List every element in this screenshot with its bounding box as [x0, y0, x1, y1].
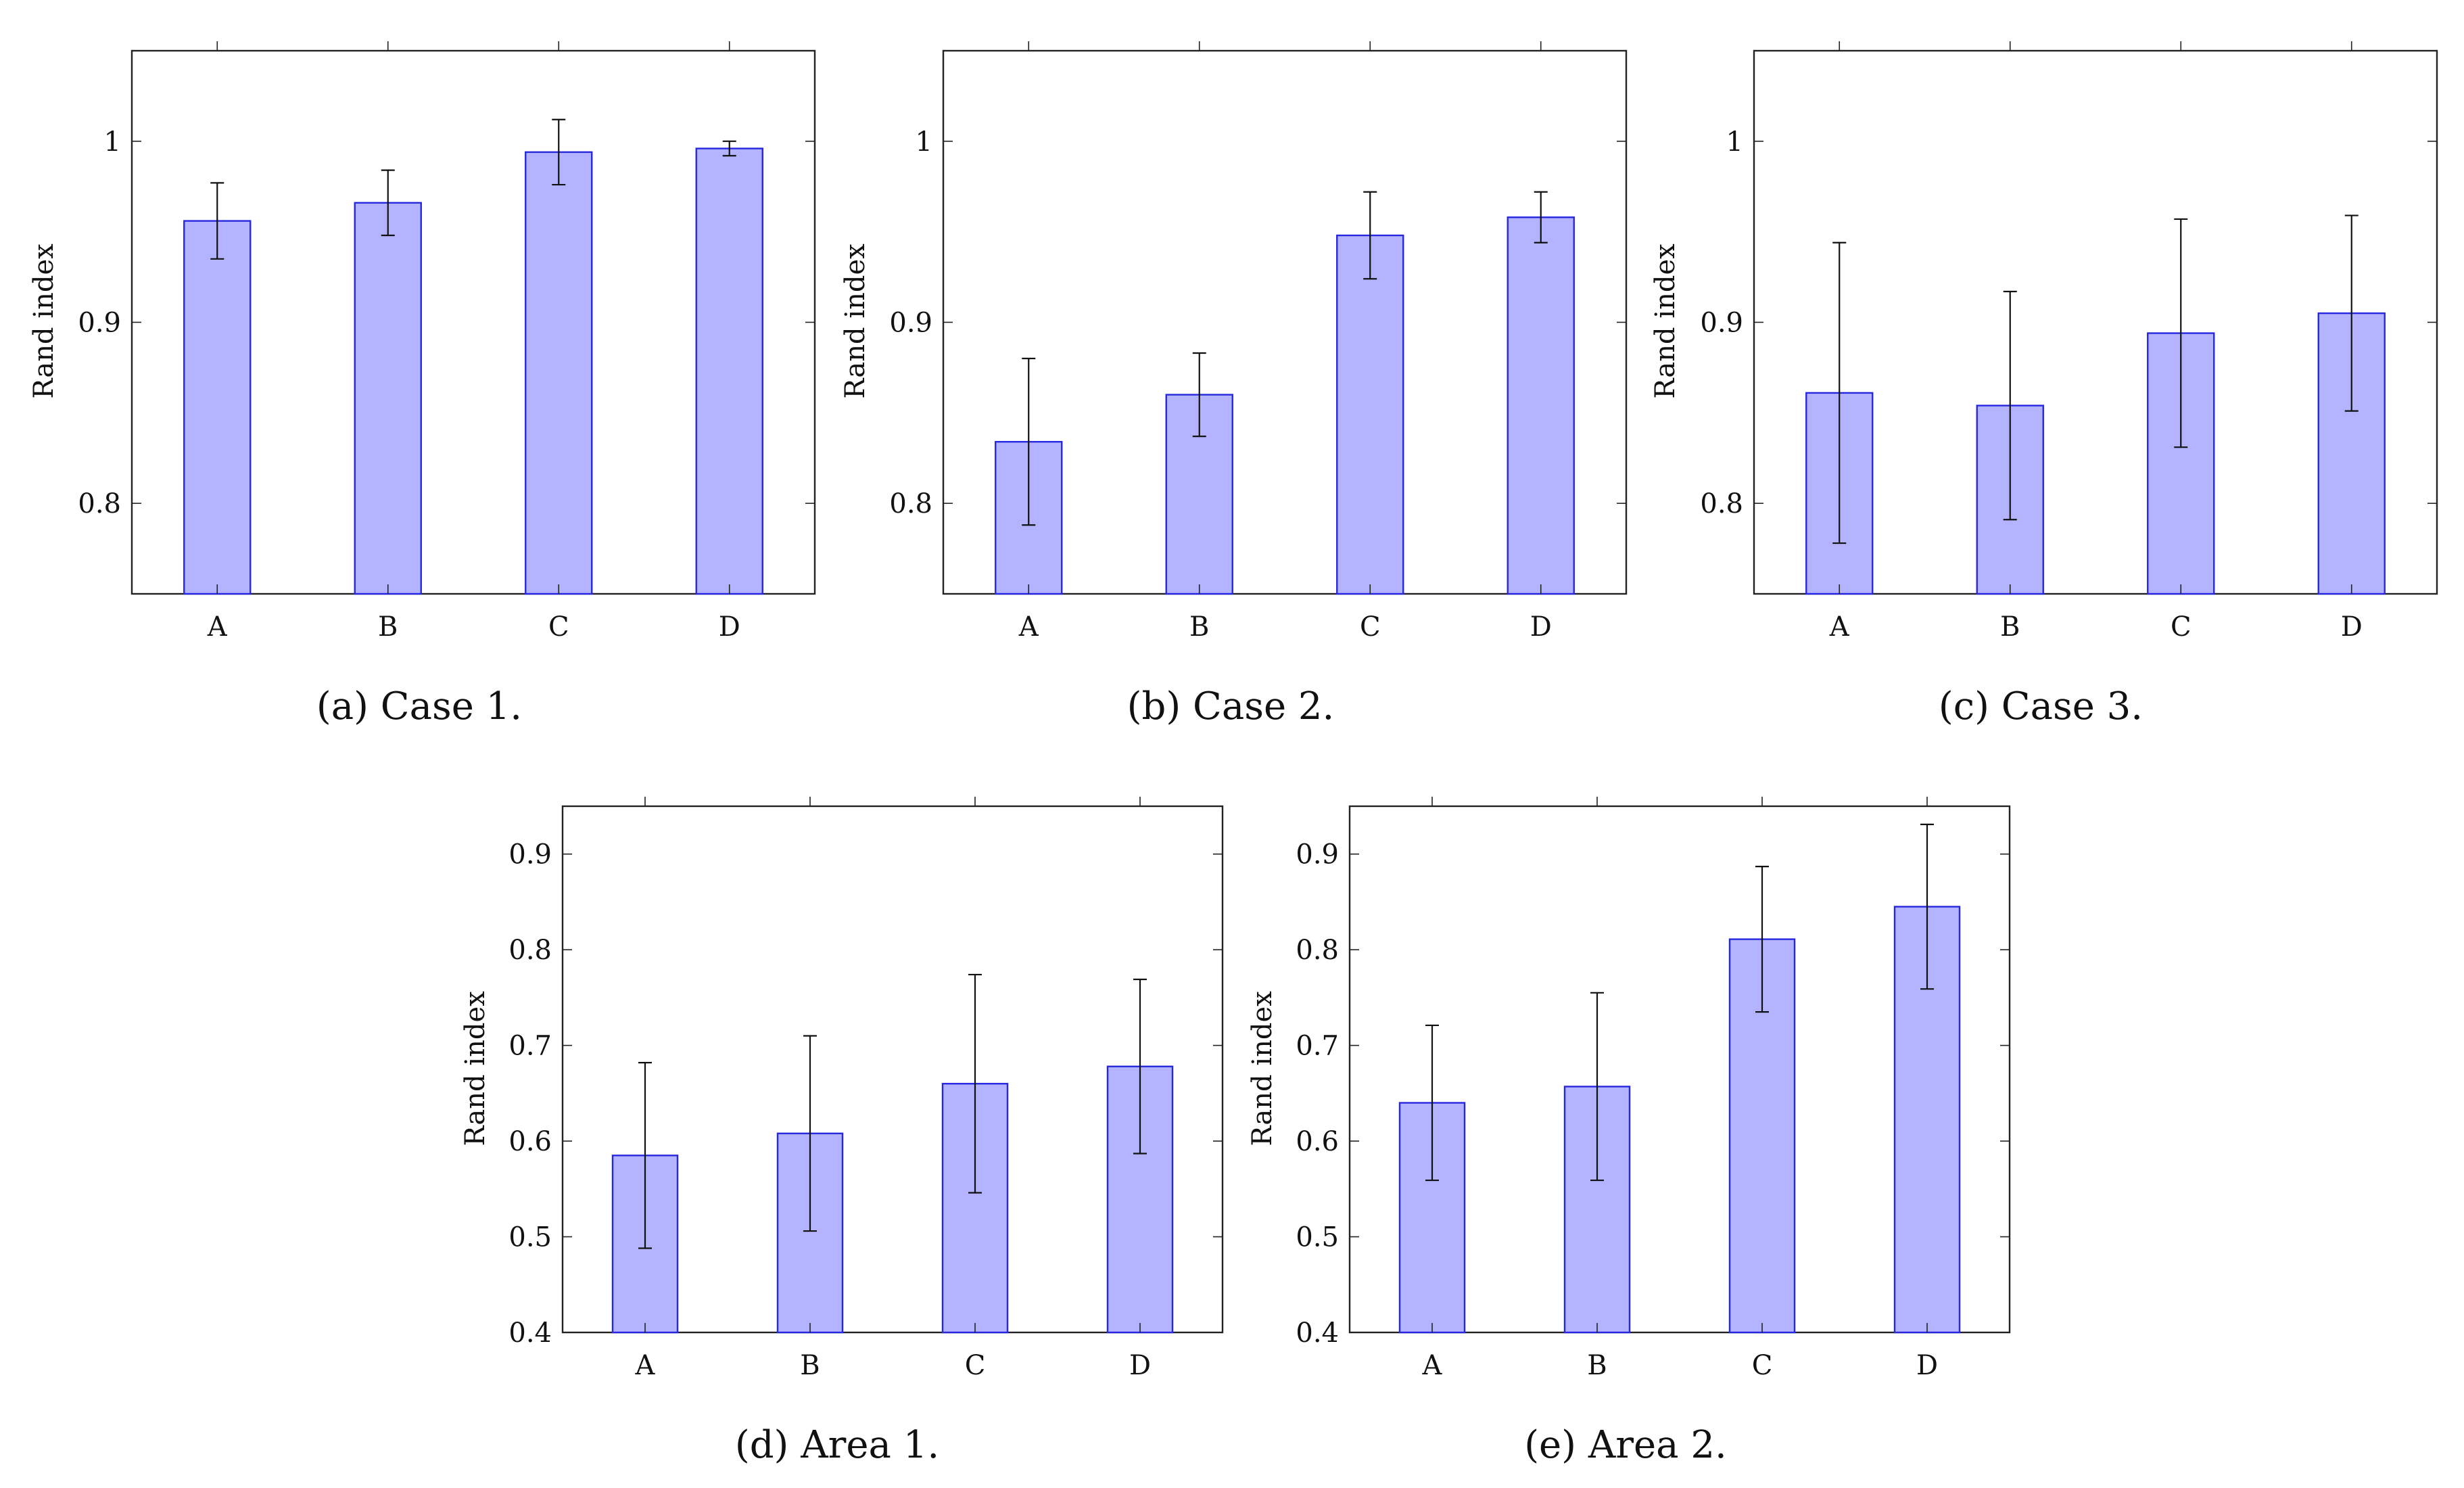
error-bar-c — [968, 973, 982, 1194]
error-bar-d — [1920, 823, 1934, 990]
y-tick-label: 0.5 — [508, 1222, 552, 1253]
error-bar-a — [1022, 357, 1036, 526]
plot-frame — [1348, 805, 2011, 1334]
x-tick-label-c: C — [2171, 611, 2191, 643]
caption-area-1: (d) Area 1. — [735, 1423, 939, 1467]
y-axis-title-case-2: Rand index — [840, 243, 871, 399]
error-bar-a — [638, 1061, 652, 1249]
error-bar-c — [1755, 866, 1769, 1013]
chart-area-2: (e) Area 2. Rand index A B C D 0.4 0.5 0.6 0.7 0… — [1247, 797, 2011, 1467]
y-tick-label: 0.9 — [889, 308, 932, 339]
y-tick-label: 0.4 — [1296, 1318, 1339, 1349]
chart-case-2: (b) Case 2. Rand index A B C D 0.8 0.9 1 — [840, 41, 1628, 728]
y-tick-label: 0.7 — [508, 1031, 552, 1062]
y-axis-title-case-3: Rand index — [1650, 243, 1681, 399]
chart-area-1: (d) Area 1. Rand index A B C D 0.4 0.5 0.6 0.7 0… — [460, 797, 1224, 1467]
x-tick-label-b: B — [2000, 611, 2020, 643]
error-bar-a — [210, 182, 224, 260]
y-tick-label: 0.9 — [1296, 839, 1339, 870]
y-axis-title-case-1: Rand index — [28, 243, 60, 399]
caption-area-2: (e) Area 2. — [1524, 1423, 1727, 1467]
y-tick-label: 0.6 — [1296, 1126, 1339, 1157]
y-tick-label: 1 — [1726, 126, 1743, 158]
x-tick-label-a: A — [635, 1350, 656, 1381]
bar-a — [1398, 1102, 1466, 1334]
bar-d — [1507, 216, 1575, 595]
bar-d — [695, 147, 763, 595]
y-tick-label: 0.8 — [1700, 488, 1743, 519]
error-bar-b — [803, 1035, 817, 1232]
x-tick-label-b: B — [1189, 611, 1209, 643]
bar-c — [1336, 234, 1404, 595]
error-bar-d — [1534, 191, 1548, 243]
x-tick-label-c: C — [965, 1350, 986, 1381]
x-tick-label-b: B — [1587, 1350, 1607, 1381]
x-tick-label-a: A — [1018, 611, 1039, 643]
y-tick-label: 0.4 — [508, 1318, 552, 1349]
y-tick-label: 0.8 — [889, 488, 932, 519]
bar-b — [354, 202, 422, 595]
y-tick-label: 1 — [916, 126, 932, 158]
x-tick-label-d: D — [2341, 611, 2363, 643]
x-tick-label-c: C — [1360, 611, 1381, 643]
y-axis-title-area-2: Rand index — [1247, 991, 1278, 1146]
x-tick-label-b: B — [800, 1350, 820, 1381]
caption-case-2: (b) Case 2. — [1127, 684, 1335, 728]
x-tick-label-b: B — [378, 611, 398, 643]
error-bar-b — [1590, 992, 1604, 1182]
error-bar-b — [1192, 352, 1206, 438]
error-bar-c — [1363, 191, 1377, 280]
plot-frame — [561, 805, 1224, 1334]
error-bar-c — [2174, 218, 2188, 448]
x-tick-label-d: D — [1916, 1350, 1938, 1381]
x-tick-label-c: C — [1752, 1350, 1773, 1381]
x-tick-label-d: D — [719, 611, 740, 643]
error-bar-d — [1133, 978, 1147, 1155]
error-bar-b — [381, 169, 395, 237]
caption-case-1: (a) Case 1. — [316, 684, 522, 728]
error-bar-c — [552, 118, 566, 186]
error-bar-a — [1425, 1024, 1439, 1182]
error-bar-d — [2344, 214, 2359, 412]
error-bar-b — [2003, 290, 2017, 521]
x-tick-label-a: A — [1422, 1350, 1443, 1381]
y-tick-label: 0.8 — [78, 488, 121, 519]
y-tick-label: 0.7 — [1296, 1031, 1339, 1062]
chart-case-3: (c) Case 3. Rand index A B C D 0.8 0.9 1 — [1650, 41, 2438, 728]
y-tick-label: 1 — [104, 126, 121, 158]
bar-c — [525, 151, 593, 595]
x-tick-label-d: D — [1530, 611, 1552, 643]
y-tick-label: 0.8 — [1296, 935, 1339, 966]
y-tick-label: 0.9 — [508, 839, 552, 870]
error-bar-a — [1832, 241, 1847, 544]
bar-b — [1165, 394, 1233, 595]
y-axis-title-area-1: Rand index — [460, 991, 491, 1146]
y-tick-label: 0.5 — [1296, 1222, 1339, 1253]
x-tick-label-a: A — [207, 611, 228, 643]
y-tick-label: 0.8 — [508, 935, 552, 966]
error-bar-d — [722, 140, 736, 157]
caption-case-3: (c) Case 3. — [1939, 684, 2143, 728]
y-tick-label: 0.9 — [78, 308, 121, 339]
y-tick-label: 0.6 — [508, 1126, 552, 1157]
y-tick-label: 0.9 — [1700, 308, 1743, 339]
x-tick-label-d: D — [1129, 1350, 1151, 1381]
x-tick-label-a: A — [1829, 611, 1850, 643]
bar-a — [183, 220, 252, 595]
x-tick-label-c: C — [548, 611, 569, 643]
chart-case-1: (a) Case 1. Rand index A B C D 0.8 0.9 1 — [28, 41, 816, 728]
